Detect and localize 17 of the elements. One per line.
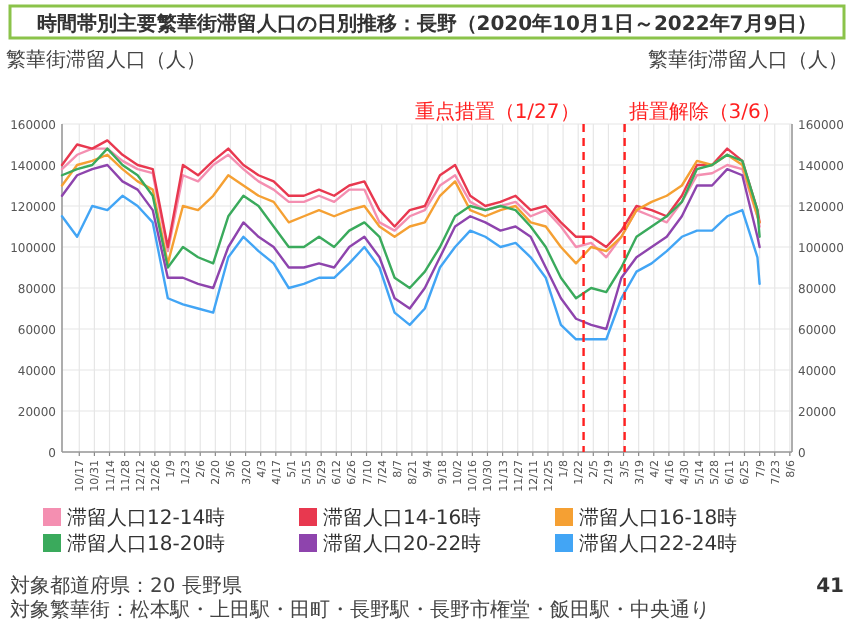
ref-line-label: 重点措置（1/27） — [414, 100, 580, 124]
line-series — [60, 163, 761, 331]
legend-label: 滞留人口14-16時 — [323, 506, 482, 530]
text: 対象都道府県：20 長野県 — [10, 574, 242, 598]
y-axis-title: 繁華街滞留人口（人） — [6, 48, 206, 72]
text: 対象繁華街：松本駅・上田駅・田町・長野駅・長野市権堂・飯田駅・中央通り — [10, 598, 710, 622]
line-series — [60, 194, 761, 341]
y2-axis-title: 繁華街滞留人口（人） — [648, 48, 848, 72]
text: 41 — [816, 576, 845, 598]
chart-title: 時間帯別主要繁華街滞留人口の日別推移：長野（2020年10月1日～2022年7月9日） — [36, 12, 818, 36]
ref-line-label: 措置解除（3/6） — [628, 100, 781, 124]
legend-label: 滞留人口16-18時 — [579, 506, 738, 530]
legend-label: 滞留人口18-20時 — [67, 532, 226, 556]
line-series — [60, 147, 761, 300]
legend-label: 滞留人口20-22時 — [323, 532, 482, 556]
legend-label: 滞留人口12-14時 — [67, 506, 226, 530]
legend-label: 滞留人口22-24時 — [579, 532, 738, 556]
